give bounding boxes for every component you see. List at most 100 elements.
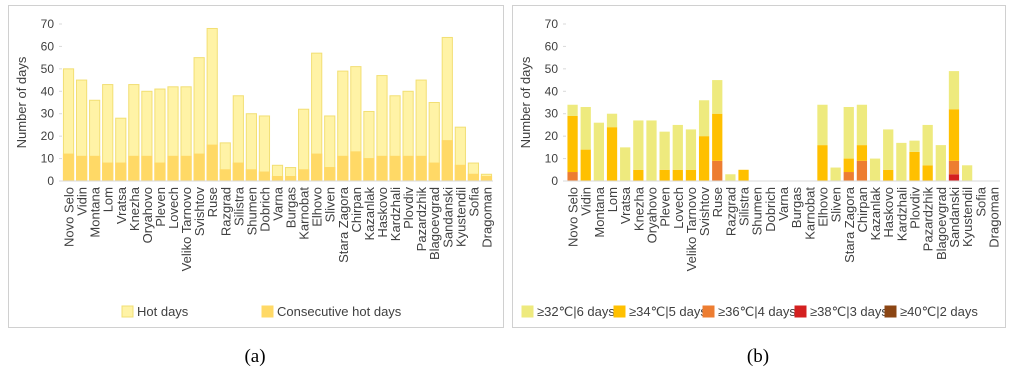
x-tick-label: Vidin	[579, 187, 594, 216]
bar-segment	[935, 145, 946, 181]
bar	[271, 176, 284, 182]
bar-segment	[817, 145, 828, 181]
y-tick-label: 60	[545, 39, 559, 53]
x-tick-label: Knezha	[631, 186, 646, 231]
x-tick-label: Lom	[605, 187, 620, 212]
legend-swatch	[794, 305, 807, 318]
bar-segment	[659, 169, 670, 181]
x-tick-label: Dobrich	[763, 187, 778, 232]
y-tick-label: 0	[551, 174, 558, 188]
legend-swatch	[121, 305, 134, 318]
x-tick-label: Silistra	[737, 186, 752, 226]
bar-segment	[896, 142, 907, 181]
legend-label: ≥34℃|5 days	[629, 304, 707, 319]
bar	[376, 155, 388, 182]
x-tick-label: Lovech	[671, 187, 686, 229]
bar-segment	[961, 165, 973, 181]
bar-segment	[948, 160, 960, 175]
x-tick-label: Montana	[88, 186, 103, 237]
bar-segment	[606, 127, 618, 181]
bar-segment	[593, 122, 605, 181]
x-tick-label: Karnobat	[802, 187, 817, 240]
bar	[206, 144, 218, 182]
bar	[128, 155, 140, 182]
x-tick-label: Kazanlak	[868, 187, 883, 241]
bar-segment	[685, 129, 697, 170]
y-tick-label: 60	[41, 39, 55, 53]
y-tick-label: 40	[41, 84, 55, 98]
bar-segment	[922, 124, 933, 166]
bar-segment	[580, 106, 591, 150]
x-tick-label: Kardzhali	[388, 187, 403, 241]
bar-segment	[869, 158, 881, 181]
bar	[219, 169, 231, 182]
bar-segment	[856, 160, 868, 181]
y-axis-label: Number of days	[518, 56, 533, 148]
x-tick-label: Burgas	[284, 187, 299, 229]
x-tick-label: Kyustendil	[960, 187, 975, 247]
bar	[62, 153, 75, 182]
y-tick-label: 0	[47, 174, 54, 188]
x-tick-label: Shumen	[750, 187, 765, 235]
y-tick-label: 40	[545, 84, 559, 98]
bar-segment	[830, 167, 841, 181]
x-tick-label: Lovech	[166, 187, 181, 229]
bar-segment	[922, 165, 933, 181]
bar	[454, 164, 466, 182]
y-tick-label: 10	[41, 152, 55, 166]
bar-segment	[712, 113, 723, 161]
x-tick-label: Silistra	[231, 186, 246, 226]
legend-swatch	[884, 305, 897, 318]
legend-label: Consecutive hot days	[277, 304, 402, 319]
x-tick-label: Vratsa	[114, 186, 129, 224]
bar	[350, 151, 362, 182]
x-tick-label: Elhovo	[310, 187, 325, 227]
bar-segment	[698, 100, 710, 137]
bar-segment	[672, 124, 683, 170]
bar-segment	[567, 104, 578, 116]
x-tick-label: Sandanski	[947, 187, 962, 248]
legend-swatch	[613, 305, 626, 318]
y-axis-label: Number of days	[14, 56, 29, 148]
y-tick-label: 50	[41, 62, 55, 76]
bar	[180, 155, 192, 182]
legend-label: ≥40℃|2 days	[900, 304, 978, 319]
bar	[311, 153, 323, 182]
panel-frame	[8, 5, 504, 328]
bar-segment	[948, 174, 960, 181]
bar-segment	[883, 129, 894, 170]
x-tick-label: Haskovo	[881, 187, 896, 238]
bar	[467, 173, 480, 182]
y-tick-label: 30	[41, 107, 55, 121]
bar-segment	[580, 149, 591, 181]
bar-segment	[633, 169, 644, 181]
bar	[324, 167, 336, 182]
x-tick-label: Knezha	[127, 186, 142, 231]
y-tick-label: 70	[545, 17, 559, 31]
x-tick-label: Pazardzhik	[414, 187, 429, 252]
x-tick-label: Sliven	[323, 187, 338, 222]
x-tick-label: Vidin	[75, 187, 90, 216]
bar	[480, 176, 493, 182]
bar-segment	[620, 147, 631, 181]
bar-segment	[685, 169, 697, 181]
x-tick-label: Svishtov	[192, 187, 207, 237]
panel-caption: (a)	[244, 346, 265, 367]
legend-label: ≥38℃|3 days	[810, 304, 888, 319]
x-tick-label: Montana	[592, 186, 607, 237]
x-tick-label: Blagoevgrad	[934, 187, 949, 260]
x-tick-label: Shumen	[244, 187, 259, 235]
bar-segment	[659, 131, 670, 170]
x-tick-label: Ruse	[205, 187, 220, 217]
x-tick-label: Oryahovo	[140, 187, 155, 243]
bar	[89, 155, 101, 182]
x-tick-label: Kardzhali	[894, 187, 909, 241]
bar-segment	[948, 109, 960, 161]
bar	[258, 171, 271, 182]
x-tick-label: Varna	[271, 186, 286, 220]
bar-segment	[948, 71, 960, 110]
bar-segment	[843, 172, 854, 181]
x-tick-label: Stara Zagora	[336, 186, 351, 263]
panel-frame	[512, 5, 1006, 328]
